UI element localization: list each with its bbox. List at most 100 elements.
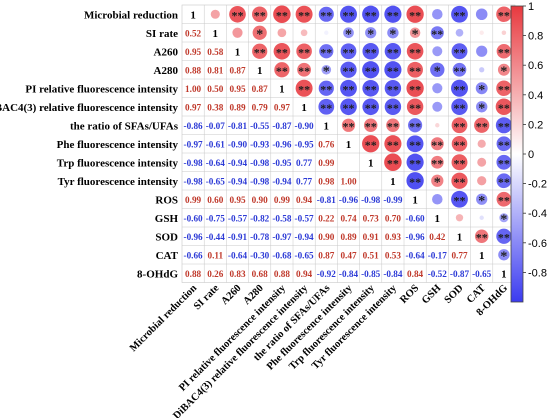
- column-label: A260: [219, 283, 243, 307]
- significance-marker: **: [454, 193, 466, 207]
- correlation-circle: [498, 249, 510, 261]
- correlation-circle: [455, 28, 464, 37]
- significance-marker: **: [454, 64, 466, 78]
- coefficient-label: 0.73: [363, 213, 379, 223]
- coefficient-label: -0.86: [184, 121, 204, 131]
- coefficient-label: -0.87: [272, 121, 292, 131]
- colorbar-tick-label: 0.6: [528, 60, 543, 72]
- column-label: Microbial reduction: [128, 283, 199, 354]
- coefficient-label: -0.94: [228, 176, 248, 186]
- coefficient-label: -0.97: [272, 232, 292, 242]
- coefficient-label: -0.98: [184, 158, 204, 168]
- correlation-circle: [319, 44, 334, 59]
- significance-marker: **: [320, 82, 332, 96]
- significance-marker: **: [409, 82, 421, 96]
- correlation-circle: [496, 6, 512, 22]
- correlation-circle: [451, 172, 468, 189]
- coefficient-label: 0.90: [318, 232, 334, 242]
- correlation-circle: [407, 61, 423, 78]
- correlation-circle: [384, 135, 402, 153]
- coefficient-label: 0.88: [274, 269, 290, 279]
- significance-marker: **: [387, 156, 399, 170]
- diagonal-label: 1: [213, 28, 219, 40]
- significance-marker: **: [365, 45, 377, 59]
- row-label: 8-OHdG: [137, 268, 178, 280]
- row-label: PI relative fluorescence intensity: [25, 83, 178, 95]
- correlation-circle: [497, 63, 510, 76]
- coefficient-label: 0.77: [451, 250, 467, 260]
- significance-marker: *: [500, 212, 507, 227]
- column-label: SOD: [443, 283, 466, 306]
- coefficient-label: -0.84: [383, 269, 403, 279]
- significance-marker: **: [365, 8, 377, 22]
- correlation-circle: [341, 118, 356, 132]
- correlation-circle: [477, 139, 486, 148]
- correlation-circle: [496, 173, 512, 189]
- coefficient-label: 0.50: [207, 84, 223, 94]
- correlation-circle: [406, 98, 424, 115]
- diagonal-label: 1: [324, 120, 330, 132]
- correlation-circle: [451, 154, 468, 171]
- correlation-circle: [210, 9, 220, 19]
- coefficient-label: 0.88: [185, 269, 201, 279]
- coefficient-label: -0.95: [295, 139, 315, 149]
- correlation-circle: [432, 101, 443, 112]
- significance-marker: *: [412, 27, 419, 42]
- coefficient-label: -0.92: [317, 269, 337, 279]
- significance-marker: **: [232, 8, 244, 22]
- diagonal-label: 1: [301, 102, 307, 114]
- coefficient-label: -0.52: [428, 269, 448, 279]
- correlation-circle: [273, 5, 291, 23]
- correlation-circle: [384, 153, 402, 171]
- significance-marker: *: [434, 64, 441, 79]
- coefficient-label: 0.60: [207, 195, 223, 205]
- significance-marker: **: [298, 8, 310, 22]
- coefficient-label: 0.99: [185, 195, 201, 205]
- row-label: ROS: [155, 194, 178, 206]
- colorbar-tick-label: 0.4: [528, 90, 543, 102]
- coefficient-label: 0.47: [340, 250, 356, 260]
- correlation-circle: [451, 79, 468, 97]
- coefficient-label: 0.70: [385, 213, 401, 223]
- significance-marker: **: [431, 27, 443, 41]
- coefficient-label: -0.87: [450, 269, 470, 279]
- coefficient-label: 0.84: [407, 269, 423, 279]
- row-label: Phe fluorescence intensity: [57, 139, 179, 151]
- coefficient-label: -0.96: [272, 139, 292, 149]
- column-label: SI rate: [192, 283, 222, 313]
- significance-marker: **: [387, 82, 399, 96]
- correlation-circle: [435, 123, 440, 128]
- row-label: GSH: [155, 213, 179, 225]
- coefficient-label: -0.07: [206, 121, 226, 131]
- diagonal-label: 1: [479, 250, 485, 262]
- coefficient-label: 0.77: [296, 176, 312, 186]
- significance-marker: **: [431, 156, 443, 170]
- colorbar-gradient: [510, 5, 524, 303]
- correlation-circle: [430, 137, 444, 151]
- correlation-circle: [477, 157, 487, 167]
- significance-marker: *: [367, 27, 374, 42]
- correlation-circle: [362, 135, 380, 153]
- colorbar: 1 0.8 0.6 0.4 0.2 0 -0.2 -0.4 -0.6 -0.8: [510, 1, 547, 303]
- row-label: Microbial reduction: [84, 9, 178, 21]
- coefficient-label: 0.97: [274, 102, 290, 112]
- significance-marker: **: [276, 45, 288, 59]
- coefficient-label: 0.95: [229, 84, 245, 94]
- correlation-circle: [340, 43, 357, 60]
- coefficient-label: -0.78: [250, 232, 270, 242]
- diagonal-label: 1: [279, 83, 285, 95]
- coefficient-label: -0.64: [206, 158, 226, 168]
- significance-marker: **: [343, 119, 355, 133]
- heatmap-cells: 1 ** ** ** ** ** ** ** ** ** ** **0.52 1 * * * * * **0.95 0…: [184, 5, 513, 280]
- correlation-circle: [479, 67, 485, 73]
- correlation-circle: [496, 136, 512, 152]
- correlation-circle: [496, 80, 512, 96]
- coefficient-label: 1.00: [185, 84, 201, 94]
- coefficient-label: -0.96: [339, 195, 359, 205]
- significance-marker: **: [254, 8, 266, 22]
- coefficient-label: -0.58: [272, 213, 292, 223]
- coefficient-label: -0.61: [206, 139, 226, 149]
- correlation-circle: [384, 5, 402, 23]
- correlation-circle: [340, 5, 357, 23]
